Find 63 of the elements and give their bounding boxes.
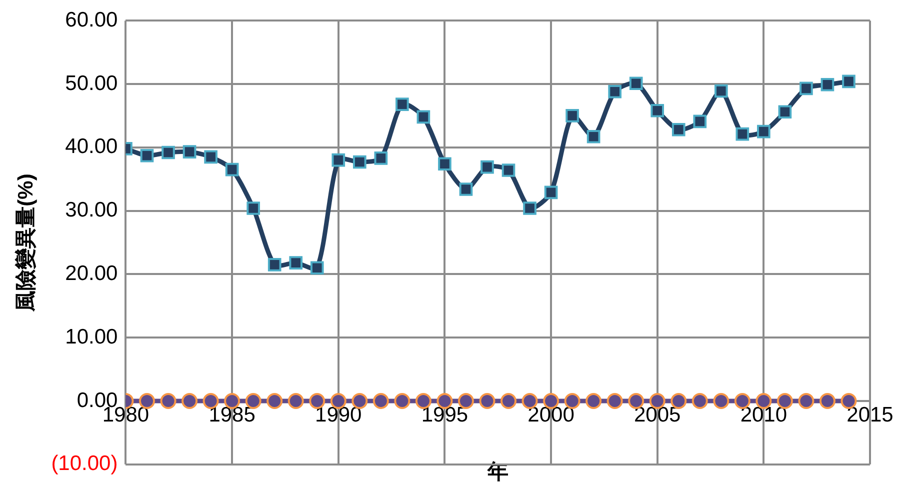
point: [819, 393, 836, 409]
point: [692, 393, 708, 409]
point: [396, 98, 409, 111]
point: [352, 155, 366, 169]
point: [289, 256, 303, 270]
point: [714, 84, 728, 98]
point: [225, 162, 239, 176]
point: [606, 393, 623, 409]
point: [310, 261, 324, 275]
point: [288, 393, 304, 409]
point: [438, 157, 452, 171]
point: [332, 153, 346, 167]
x-tick-label: 1990: [315, 403, 362, 426]
point: [162, 146, 175, 160]
point: [820, 78, 834, 92]
y-tick-label: 10.00: [65, 325, 118, 348]
point: [693, 114, 707, 128]
point: [459, 182, 473, 196]
point: [586, 130, 600, 144]
point: [650, 104, 664, 118]
y-tick-label: 30.00: [65, 198, 118, 222]
point: [608, 84, 622, 98]
point: [416, 110, 430, 124]
point: [204, 150, 218, 164]
point: [140, 148, 154, 162]
point: [629, 76, 643, 90]
point: [736, 127, 750, 141]
y-axis-title: 風險變異量(%): [14, 174, 38, 312]
point: [757, 124, 770, 138]
point: [842, 74, 856, 88]
point: [713, 393, 730, 409]
point: [479, 393, 496, 409]
x-tick-label: 2015: [846, 403, 894, 426]
point: [246, 202, 260, 215]
point: [798, 393, 814, 409]
point: [372, 393, 389, 409]
y-tick-label: 40.00: [65, 135, 118, 158]
y-tick-label: 20.00: [65, 262, 118, 285]
point: [544, 186, 558, 200]
point: [800, 82, 813, 96]
y-tick-label: (10.00): [51, 452, 118, 476]
y-tick-label: 60.00: [65, 8, 118, 32]
point: [566, 109, 579, 122]
x-tick-label: 1985: [208, 403, 256, 426]
x-tick-label: 2010: [740, 403, 788, 426]
x-tick-label: 1995: [421, 403, 468, 426]
point: [266, 393, 283, 409]
point: [502, 164, 516, 177]
point: [586, 393, 602, 409]
point: [523, 202, 536, 215]
point: [268, 258, 282, 272]
x-tick-label: 2005: [634, 403, 681, 426]
point: [374, 152, 388, 165]
x-tick-label: 2000: [528, 403, 574, 426]
point: [778, 105, 792, 119]
point: [672, 122, 686, 136]
point: [182, 145, 196, 158]
point: [394, 393, 410, 409]
point: [160, 393, 176, 409]
point: [500, 393, 516, 409]
y-tick-label: 50.00: [65, 72, 118, 95]
point: [480, 160, 494, 174]
point: [182, 393, 198, 409]
